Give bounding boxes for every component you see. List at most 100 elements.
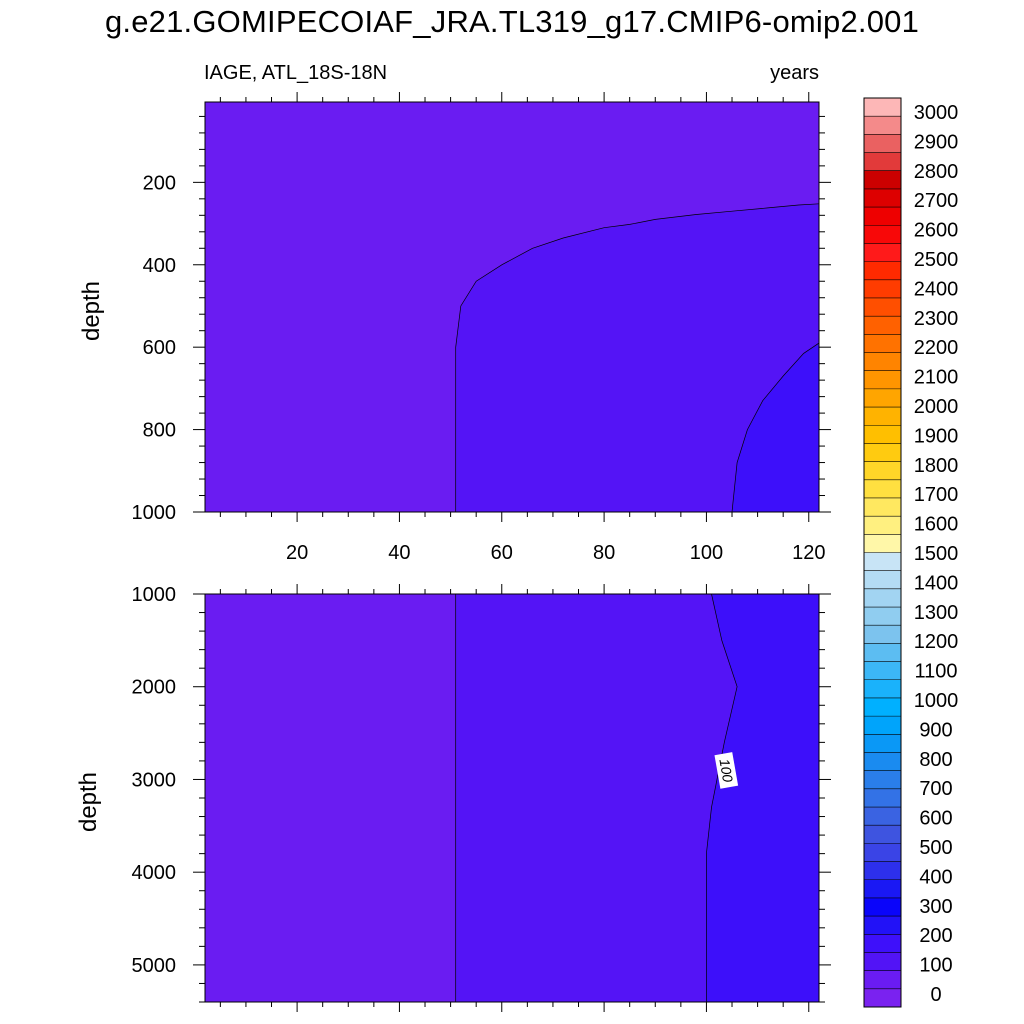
colorbar-label: 200 <box>919 925 952 947</box>
colorbar-label: 1200 <box>914 631 959 653</box>
x-tick-label: 80 <box>593 542 615 564</box>
field-level-200 <box>732 343 819 512</box>
contour-line-100 <box>455 203 820 512</box>
colorbar-label: 300 <box>919 896 952 918</box>
colorbar-swatch <box>864 443 901 462</box>
colorbar-label: 1100 <box>914 661 957 683</box>
colorbar-swatch <box>864 588 901 608</box>
colorbar-swatch <box>864 297 901 317</box>
figure-title: g.e21.GOMIPECOIAF_JRA.TL319_g17.CMIP6-om… <box>104 4 920 39</box>
colorbar-label: 1000 <box>914 690 959 712</box>
colorbar-swatch <box>864 861 901 881</box>
colorbar-swatch <box>864 679 901 699</box>
colorbar-label: 800 <box>919 749 952 771</box>
colorbar-swatch <box>864 825 901 844</box>
colorbar-swatch <box>864 243 901 263</box>
colorbar-swatch <box>864 788 901 808</box>
colorbar-label: 1800 <box>914 455 959 477</box>
colorbar-swatch <box>864 625 901 644</box>
y-tick-label: 200 <box>143 172 176 194</box>
colorbar-swatch <box>864 970 901 990</box>
y-axis-title: depth <box>78 281 105 341</box>
colorbar-label: 700 <box>919 778 952 800</box>
colorbar-swatch <box>864 207 901 226</box>
colorbar-swatch <box>864 461 901 481</box>
lower-depth-panel: 100 1000 2000 3000 4000 5000 depth <box>75 584 831 1012</box>
colorbar-swatch <box>864 643 901 662</box>
y-tick-label: 3000 <box>132 769 177 791</box>
colorbar-label: 900 <box>919 719 952 741</box>
colorbar-swatch <box>864 716 901 735</box>
colorbar-swatch <box>864 98 901 117</box>
colorbar: 3000290028002700260025002400230022002100… <box>863 97 959 1008</box>
units-label: years <box>770 62 819 84</box>
variable-region-label: IAGE, ATL_18S-18N <box>204 62 388 84</box>
field-level-200 <box>706 594 819 1002</box>
colorbar-label: 2600 <box>914 220 959 242</box>
colorbar-swatch <box>864 807 901 826</box>
colorbar-label: 100 <box>919 955 952 977</box>
colorbar-label: 600 <box>919 808 952 830</box>
colorbar-swatch <box>864 352 901 372</box>
contour-line-200 <box>731 342 820 513</box>
colorbar-label: 400 <box>919 866 952 888</box>
y-tick-label: 1000 <box>132 502 177 524</box>
x-tick-label: 60 <box>491 542 513 564</box>
colorbar-label: 2800 <box>914 161 959 183</box>
colorbar-label: 1700 <box>914 484 959 506</box>
colorbar-swatch <box>864 697 901 717</box>
colorbar-swatch <box>864 879 901 899</box>
colorbar-label: 2100 <box>914 367 959 389</box>
colorbar-swatch <box>864 752 901 772</box>
colorbar-label: 2300 <box>914 308 959 330</box>
contour-label-text: 100 <box>716 758 736 784</box>
colorbar-label: 1600 <box>914 514 959 536</box>
colorbar-label: 1900 <box>914 425 959 447</box>
colorbar-label: 500 <box>919 837 952 859</box>
field-level-100 <box>455 203 819 513</box>
y-tick-label: 1000 <box>132 584 177 606</box>
y-axis-title: depth <box>75 772 102 832</box>
y-tick-label: 2000 <box>132 677 177 699</box>
contour-label-box <box>714 752 739 789</box>
y-tick-label: 400 <box>143 255 176 277</box>
colorbar-swatch <box>864 843 901 862</box>
x-tick-label: 20 <box>286 542 308 564</box>
colorbar-swatch <box>864 988 901 1008</box>
colorbar-swatch <box>864 934 901 953</box>
contour-label: 100 <box>714 752 739 789</box>
colorbar-label: 2500 <box>914 249 959 271</box>
y-tick-label: 4000 <box>132 862 177 884</box>
colorbar-swatch <box>864 497 901 517</box>
colorbar-swatch <box>864 916 901 935</box>
colorbar-label: 2200 <box>914 337 959 359</box>
colorbar-label: 2900 <box>914 131 959 153</box>
colorbar-swatch <box>864 316 901 335</box>
colorbar-swatch <box>864 552 901 572</box>
contour-line-200 <box>706 593 738 1002</box>
colorbar-swatch <box>864 388 901 408</box>
x-tick-label: 120 <box>792 542 825 564</box>
y-tick-label: 5000 <box>132 955 177 977</box>
colorbar-swatch <box>864 261 901 281</box>
colorbar-swatch <box>864 170 901 190</box>
x-tick-label: 40 <box>388 542 410 564</box>
x-tick-label: 100 <box>690 542 723 564</box>
colorbar-label: 2000 <box>914 396 959 418</box>
colorbar-swatch <box>864 134 901 153</box>
colorbar-swatch <box>864 188 901 208</box>
colorbar-label: 1400 <box>914 572 959 594</box>
colorbar-label: 2400 <box>914 278 959 300</box>
colorbar-swatch <box>864 479 901 499</box>
colorbar-swatch <box>864 425 901 444</box>
colorbar-label: 0 <box>930 984 941 1006</box>
colorbar-swatch <box>864 407 901 426</box>
colorbar-swatch <box>864 225 901 244</box>
colorbar-swatch <box>864 897 901 917</box>
colorbar-swatch <box>864 116 901 135</box>
plot-frame <box>204 101 820 513</box>
colorbar-label: 1300 <box>914 602 959 624</box>
colorbar-swatch <box>864 334 901 353</box>
colorbar-swatch <box>864 370 901 390</box>
